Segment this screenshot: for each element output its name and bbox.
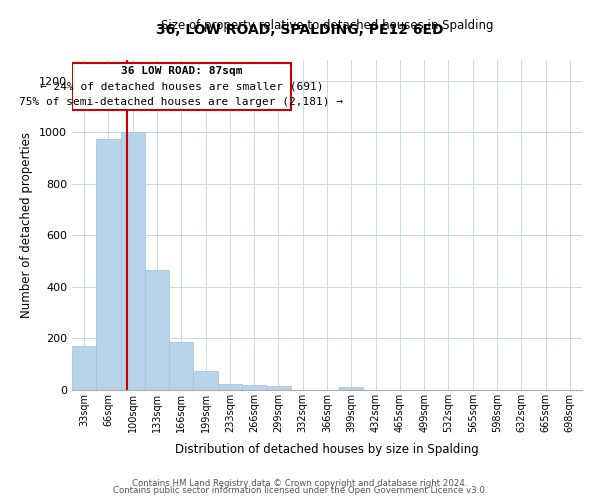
Bar bbox=[218, 384, 242, 390]
Bar bbox=[266, 386, 290, 390]
Bar bbox=[169, 342, 193, 390]
Text: Contains public sector information licensed under the Open Government Licence v3: Contains public sector information licen… bbox=[113, 486, 487, 495]
Y-axis label: Number of detached properties: Number of detached properties bbox=[20, 132, 34, 318]
Bar bbox=[242, 385, 266, 390]
Text: 36 LOW ROAD: 87sqm: 36 LOW ROAD: 87sqm bbox=[121, 66, 242, 76]
Text: 36, LOW ROAD, SPALDING, PE12 6ED: 36, LOW ROAD, SPALDING, PE12 6ED bbox=[156, 22, 444, 36]
Text: ← 24% of detached houses are smaller (691): ← 24% of detached houses are smaller (69… bbox=[40, 82, 323, 92]
Text: 75% of semi-detached houses are larger (2,181) →: 75% of semi-detached houses are larger (… bbox=[19, 98, 343, 108]
Bar bbox=[339, 388, 364, 390]
X-axis label: Distribution of detached houses by size in Spalding: Distribution of detached houses by size … bbox=[175, 444, 479, 456]
Bar bbox=[121, 132, 145, 390]
Bar bbox=[193, 370, 218, 390]
Bar bbox=[72, 62, 290, 110]
Bar bbox=[72, 346, 96, 390]
Text: Contains HM Land Registry data © Crown copyright and database right 2024.: Contains HM Land Registry data © Crown c… bbox=[132, 478, 468, 488]
Bar bbox=[96, 138, 121, 390]
Title: Size of property relative to detached houses in Spalding: Size of property relative to detached ho… bbox=[161, 20, 493, 32]
Bar bbox=[145, 270, 169, 390]
